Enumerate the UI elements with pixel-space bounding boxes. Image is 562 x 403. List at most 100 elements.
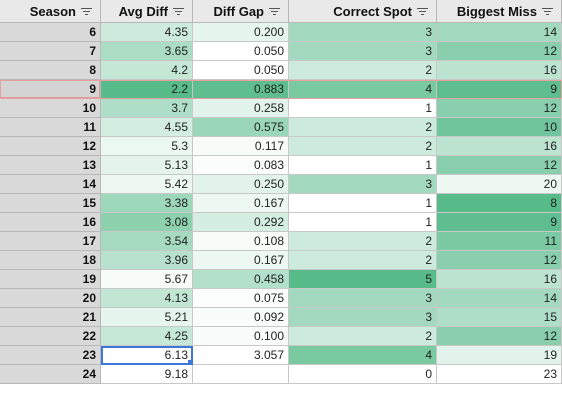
biggest-miss-cell[interactable]: 16 [437, 270, 562, 289]
season-cell[interactable]: 13 [0, 156, 101, 175]
diff-gap-cell[interactable]: 0.200 [193, 23, 289, 42]
column-header-diff-gap[interactable]: Diff Gap [193, 0, 289, 23]
avg-diff-cell[interactable]: 5.13 [101, 156, 193, 175]
filter-icon[interactable] [542, 7, 553, 16]
avg-diff-cell[interactable]: 9.18 [101, 365, 193, 384]
biggest-miss-cell[interactable]: 14 [437, 289, 562, 308]
filter-icon[interactable] [417, 7, 428, 16]
avg-diff-cell[interactable]: 3.96 [101, 251, 193, 270]
season-cell[interactable]: 11 [0, 118, 101, 137]
column-header-biggest-miss[interactable]: Biggest Miss [437, 0, 562, 23]
correct-spot-cell[interactable]: 3 [289, 175, 437, 194]
correct-spot-cell[interactable]: 4 [289, 80, 437, 99]
biggest-miss-cell[interactable]: 10 [437, 118, 562, 137]
biggest-miss-cell[interactable]: 9 [437, 213, 562, 232]
diff-gap-cell[interactable]: 0.083 [193, 156, 289, 175]
correct-spot-cell[interactable]: 3 [289, 42, 437, 61]
season-cell[interactable]: 17 [0, 232, 101, 251]
diff-gap-cell[interactable]: 0.117 [193, 137, 289, 156]
correct-spot-cell[interactable]: 3 [289, 23, 437, 42]
avg-diff-cell[interactable]: 6.13 [101, 346, 193, 365]
biggest-miss-cell[interactable]: 12 [437, 156, 562, 175]
correct-spot-cell[interactable]: 4 [289, 346, 437, 365]
season-cell[interactable]: 9 [0, 80, 101, 99]
avg-diff-cell[interactable]: 4.35 [101, 23, 193, 42]
filter-icon[interactable] [173, 7, 184, 16]
correct-spot-cell[interactable]: 3 [289, 289, 437, 308]
filter-icon[interactable] [81, 7, 92, 16]
correct-spot-cell[interactable]: 2 [289, 61, 437, 80]
biggest-miss-cell[interactable]: 12 [437, 327, 562, 346]
correct-spot-cell[interactable]: 0 [289, 365, 437, 384]
diff-gap-cell[interactable]: 0.100 [193, 327, 289, 346]
correct-spot-cell[interactable]: 1 [289, 99, 437, 118]
biggest-miss-cell[interactable]: 14 [437, 23, 562, 42]
season-cell[interactable]: 8 [0, 61, 101, 80]
avg-diff-cell[interactable]: 5.42 [101, 175, 193, 194]
diff-gap-cell[interactable]: 0.575 [193, 118, 289, 137]
biggest-miss-cell[interactable]: 16 [437, 61, 562, 80]
season-cell[interactable]: 18 [0, 251, 101, 270]
season-cell[interactable]: 16 [0, 213, 101, 232]
diff-gap-cell[interactable]: 0.092 [193, 308, 289, 327]
diff-gap-cell[interactable]: 3.057 [193, 346, 289, 365]
biggest-miss-cell[interactable]: 20 [437, 175, 562, 194]
diff-gap-cell[interactable]: 0.258 [193, 99, 289, 118]
diff-gap-cell[interactable]: 0.292 [193, 213, 289, 232]
correct-spot-cell[interactable]: 1 [289, 156, 437, 175]
season-cell[interactable]: 20 [0, 289, 101, 308]
season-cell[interactable]: 23 [0, 346, 101, 365]
correct-spot-cell[interactable]: 2 [289, 232, 437, 251]
season-cell[interactable]: 19 [0, 270, 101, 289]
season-cell[interactable]: 12 [0, 137, 101, 156]
biggest-miss-cell[interactable]: 12 [437, 251, 562, 270]
biggest-miss-cell[interactable]: 23 [437, 365, 562, 384]
season-cell[interactable]: 6 [0, 23, 101, 42]
correct-spot-cell[interactable]: 5 [289, 270, 437, 289]
avg-diff-cell[interactable]: 3.7 [101, 99, 193, 118]
diff-gap-cell[interactable]: 0.108 [193, 232, 289, 251]
diff-gap-cell[interactable]: 0.458 [193, 270, 289, 289]
column-header-avg-diff[interactable]: Avg Diff [101, 0, 193, 23]
correct-spot-cell[interactable]: 1 [289, 213, 437, 232]
diff-gap-cell[interactable] [193, 365, 289, 384]
avg-diff-cell[interactable]: 3.38 [101, 194, 193, 213]
season-cell[interactable]: 15 [0, 194, 101, 213]
correct-spot-cell[interactable]: 2 [289, 137, 437, 156]
avg-diff-cell[interactable]: 4.25 [101, 327, 193, 346]
biggest-miss-cell[interactable]: 9 [437, 80, 562, 99]
avg-diff-cell[interactable]: 4.2 [101, 61, 193, 80]
biggest-miss-cell[interactable]: 19 [437, 346, 562, 365]
diff-gap-cell[interactable]: 0.883 [193, 80, 289, 99]
biggest-miss-cell[interactable]: 15 [437, 308, 562, 327]
diff-gap-cell[interactable]: 0.167 [193, 251, 289, 270]
biggest-miss-cell[interactable]: 12 [437, 99, 562, 118]
filter-icon[interactable] [269, 7, 280, 16]
avg-diff-cell[interactable]: 3.54 [101, 232, 193, 251]
biggest-miss-cell[interactable]: 12 [437, 42, 562, 61]
avg-diff-cell[interactable]: 2.2 [101, 80, 193, 99]
column-header-correct-spot[interactable]: Correct Spot [289, 0, 437, 23]
season-cell[interactable]: 21 [0, 308, 101, 327]
avg-diff-cell[interactable]: 3.08 [101, 213, 193, 232]
avg-diff-cell[interactable]: 4.55 [101, 118, 193, 137]
biggest-miss-cell[interactable]: 8 [437, 194, 562, 213]
diff-gap-cell[interactable]: 0.075 [193, 289, 289, 308]
correct-spot-cell[interactable]: 2 [289, 118, 437, 137]
biggest-miss-cell[interactable]: 11 [437, 232, 562, 251]
season-cell[interactable]: 24 [0, 365, 101, 384]
correct-spot-cell[interactable]: 2 [289, 251, 437, 270]
season-cell[interactable]: 14 [0, 175, 101, 194]
season-cell[interactable]: 7 [0, 42, 101, 61]
season-cell[interactable]: 10 [0, 99, 101, 118]
column-header-season[interactable]: Season [0, 0, 101, 23]
diff-gap-cell[interactable]: 0.050 [193, 61, 289, 80]
correct-spot-cell[interactable]: 3 [289, 308, 437, 327]
diff-gap-cell[interactable]: 0.250 [193, 175, 289, 194]
avg-diff-cell[interactable]: 5.21 [101, 308, 193, 327]
season-cell[interactable]: 22 [0, 327, 101, 346]
avg-diff-cell[interactable]: 5.67 [101, 270, 193, 289]
avg-diff-cell[interactable]: 4.13 [101, 289, 193, 308]
correct-spot-cell[interactable]: 1 [289, 194, 437, 213]
diff-gap-cell[interactable]: 0.050 [193, 42, 289, 61]
